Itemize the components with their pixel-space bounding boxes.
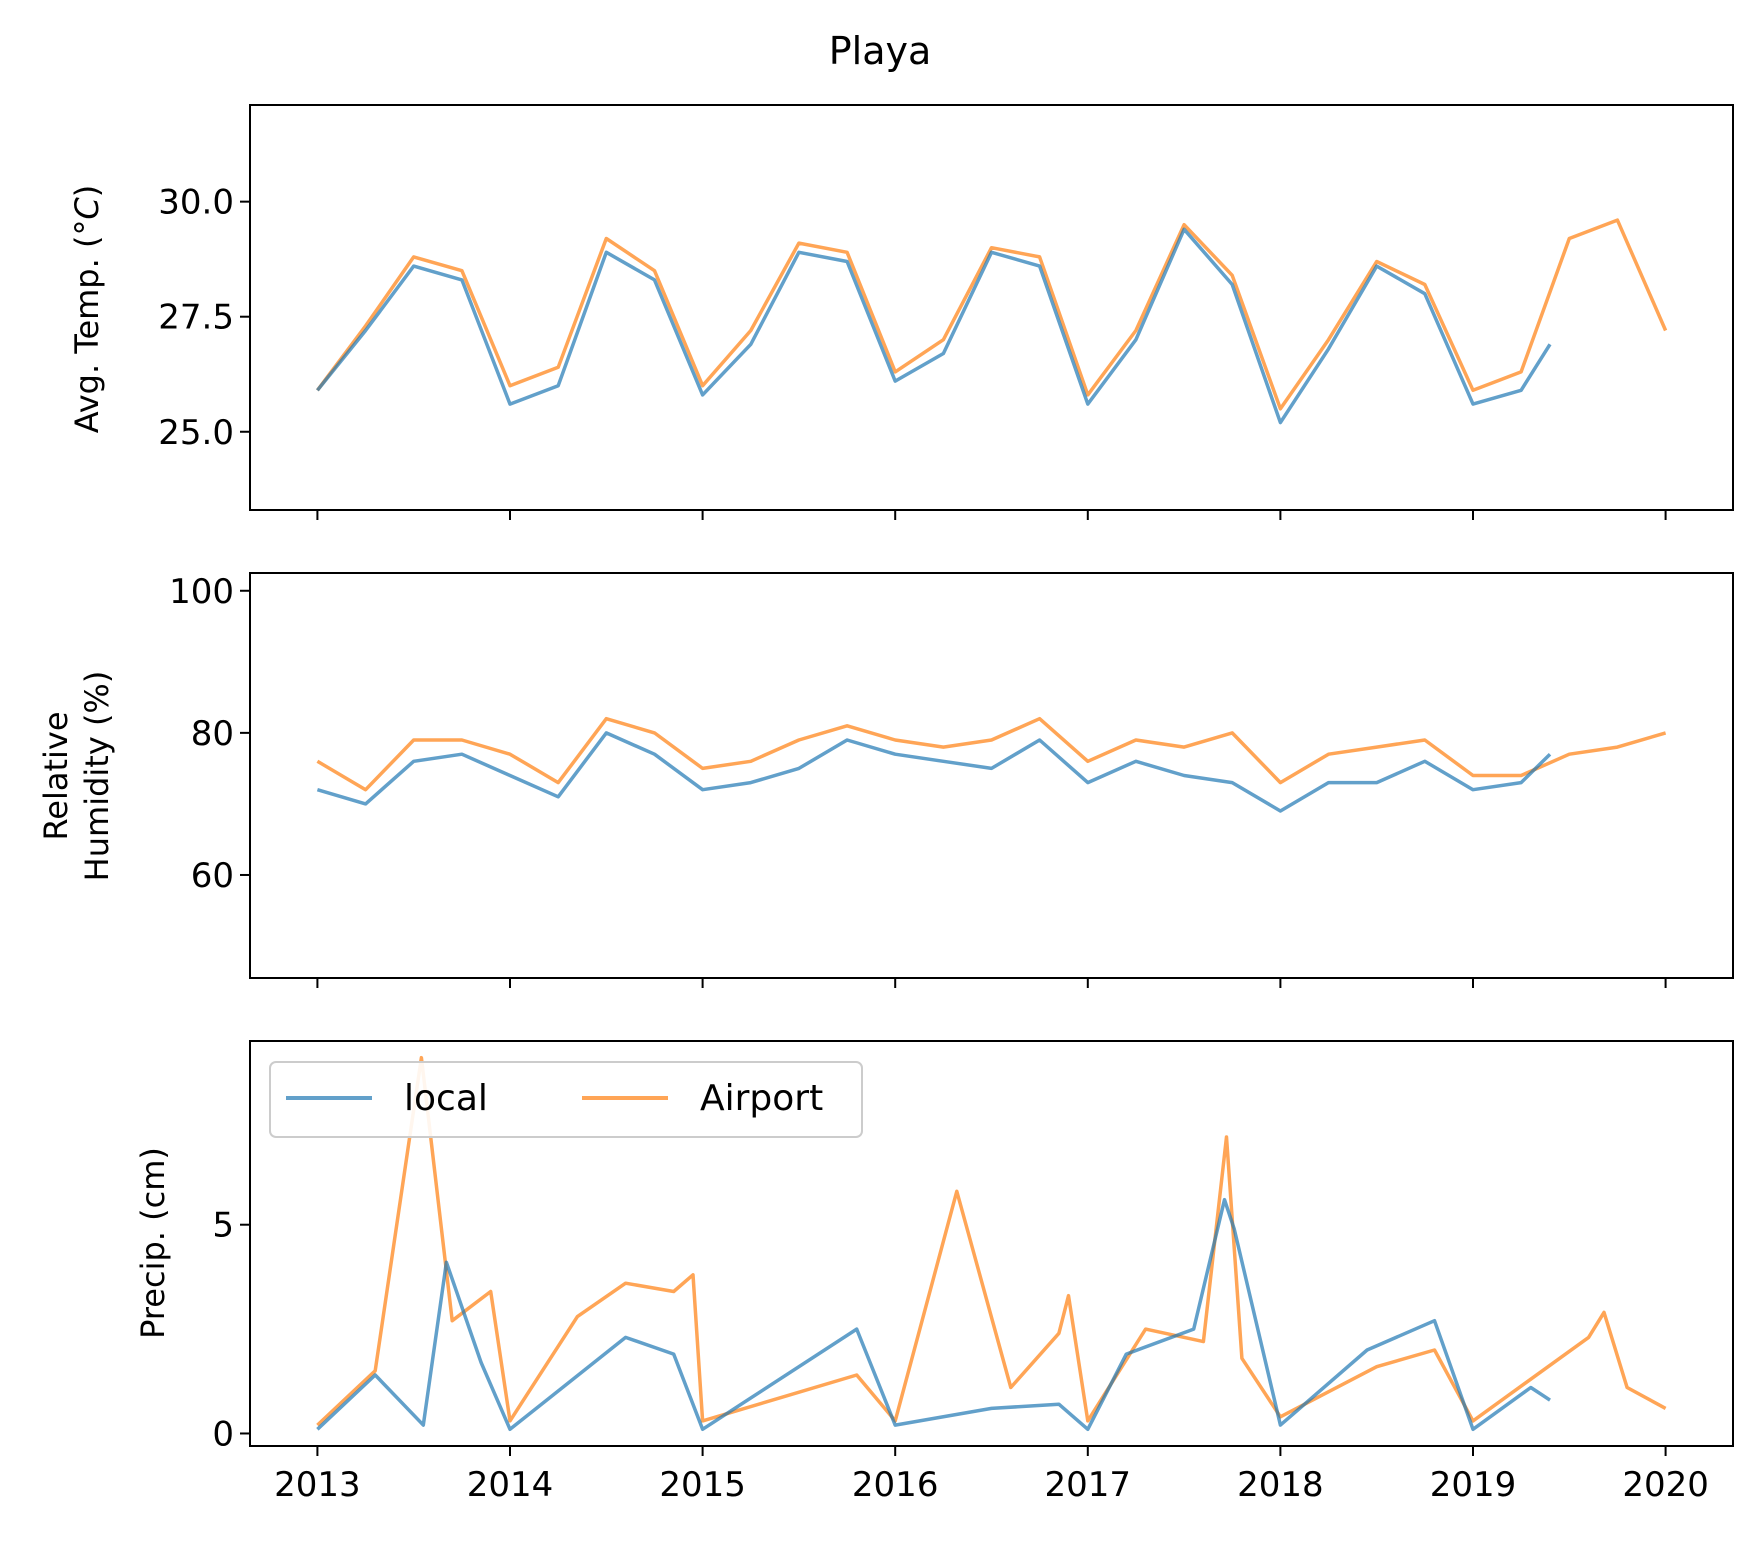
temperature-panel: Avg. Temp. (°C) 25.0 27.5 30.0 xyxy=(68,104,1734,520)
precipitation-y-tick-label: 5 xyxy=(212,1206,234,1246)
temperature-y-axis-label: Avg. Temp. (°C) xyxy=(68,185,106,434)
temperature-plot-frame xyxy=(249,104,1734,511)
legend-label-local: local xyxy=(404,1078,488,1119)
x-tick-label-2020: 2020 xyxy=(1622,1465,1709,1505)
x-tick-label-2015: 2015 xyxy=(659,1465,746,1505)
precipitation-series-airport xyxy=(316,1055,1667,1427)
precipitation-plot-frame xyxy=(249,1040,1734,1447)
temperature-y-tick-label: 27.5 xyxy=(158,298,234,338)
legend: local Airport xyxy=(269,1061,863,1138)
precipitation-panel: Precip. (cm) 0 5 2013 2014 2015 2016 2017 2018 2… xyxy=(134,1040,1734,1505)
x-tick-label-2016: 2016 xyxy=(852,1465,939,1505)
humidity-y-tick-label: 100 xyxy=(169,572,234,612)
x-tick-label-2014: 2014 xyxy=(467,1465,554,1505)
humidity-plot-frame xyxy=(249,572,1734,979)
humidity-y-axis-label-line2: Humidity (%) xyxy=(78,671,116,882)
temperature-y-axis-label-main: Avg. Temp. (° xyxy=(68,220,106,434)
temperature-y-axis-label-unit: C xyxy=(68,197,106,220)
precipitation-series-local xyxy=(316,1197,1551,1432)
temperature-y-axis-label-tail: ) xyxy=(68,185,106,197)
precipitation-y-axis-label: Precip. (cm) xyxy=(134,1147,172,1339)
x-tick-label-2017: 2017 xyxy=(1045,1465,1132,1505)
legend-frame xyxy=(269,1061,863,1138)
humidity-series-airport xyxy=(316,716,1667,792)
humidity-y-tick-label: 80 xyxy=(191,714,234,754)
x-tick-label-2018: 2018 xyxy=(1237,1465,1324,1505)
precipitation-y-tick-label: 0 xyxy=(212,1414,234,1454)
humidity-series-local xyxy=(316,731,1552,813)
humidity-y-axis-label-line1: Relative xyxy=(37,711,75,840)
temperature-series-airport xyxy=(315,218,1668,411)
temperature-series-local xyxy=(316,227,1552,425)
temperature-y-tick-label: 30.0 xyxy=(158,183,234,223)
temperature-y-tick-label: 25.0 xyxy=(158,413,234,453)
figure-title: Playa xyxy=(829,29,932,73)
x-tick-label-2013: 2013 xyxy=(274,1465,361,1505)
humidity-y-tick-label: 60 xyxy=(191,856,234,896)
x-tick-label-2019: 2019 xyxy=(1430,1465,1517,1505)
humidity-panel: Relative Humidity (%) 60 80 100 xyxy=(37,572,1734,988)
legend-label-airport: Airport xyxy=(700,1078,823,1119)
